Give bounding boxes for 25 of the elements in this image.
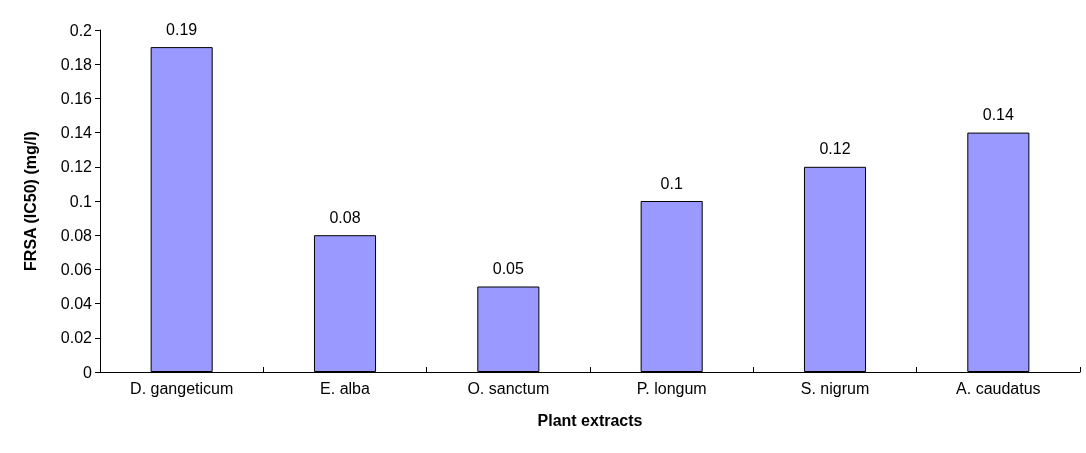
x-tick-label: A. caudatus [956, 379, 1041, 397]
y-tick-label: 0 [83, 363, 93, 381]
x-tick-label: E. alba [320, 379, 371, 397]
x-tick-label: D. gangeticum [130, 379, 234, 397]
y-tick-label: 0.2 [69, 21, 93, 39]
y-tick-label: 0.06 [60, 260, 93, 278]
x-axis-title: Plant extracts [537, 411, 643, 429]
y-tick-label: 0.12 [60, 158, 93, 176]
y-tick-label: 0.02 [60, 329, 93, 347]
y-tick-label: 0.14 [60, 124, 93, 142]
data-label: 0.1 [660, 174, 683, 192]
data-label: 0.14 [982, 106, 1015, 124]
x-tick-label: P. longum [636, 379, 707, 397]
data-label: 0.12 [819, 140, 851, 158]
data-label: 0.19 [166, 20, 198, 38]
y-tick-label: 0.1 [69, 192, 93, 210]
x-tick-label: S. nigrum [800, 379, 870, 397]
x-tick-label: O. sanctum [467, 379, 550, 397]
y-tick-label: 0.04 [60, 295, 93, 313]
data-label: 0.05 [492, 260, 525, 277]
y-tick-label: 0.16 [60, 89, 93, 107]
data-label: 0.08 [329, 208, 361, 226]
y-axis-title: FRSA (IC50) (mg/l) [21, 131, 39, 271]
y-tick-label: 0.08 [60, 226, 93, 244]
y-tick-label: 0.18 [60, 55, 93, 73]
